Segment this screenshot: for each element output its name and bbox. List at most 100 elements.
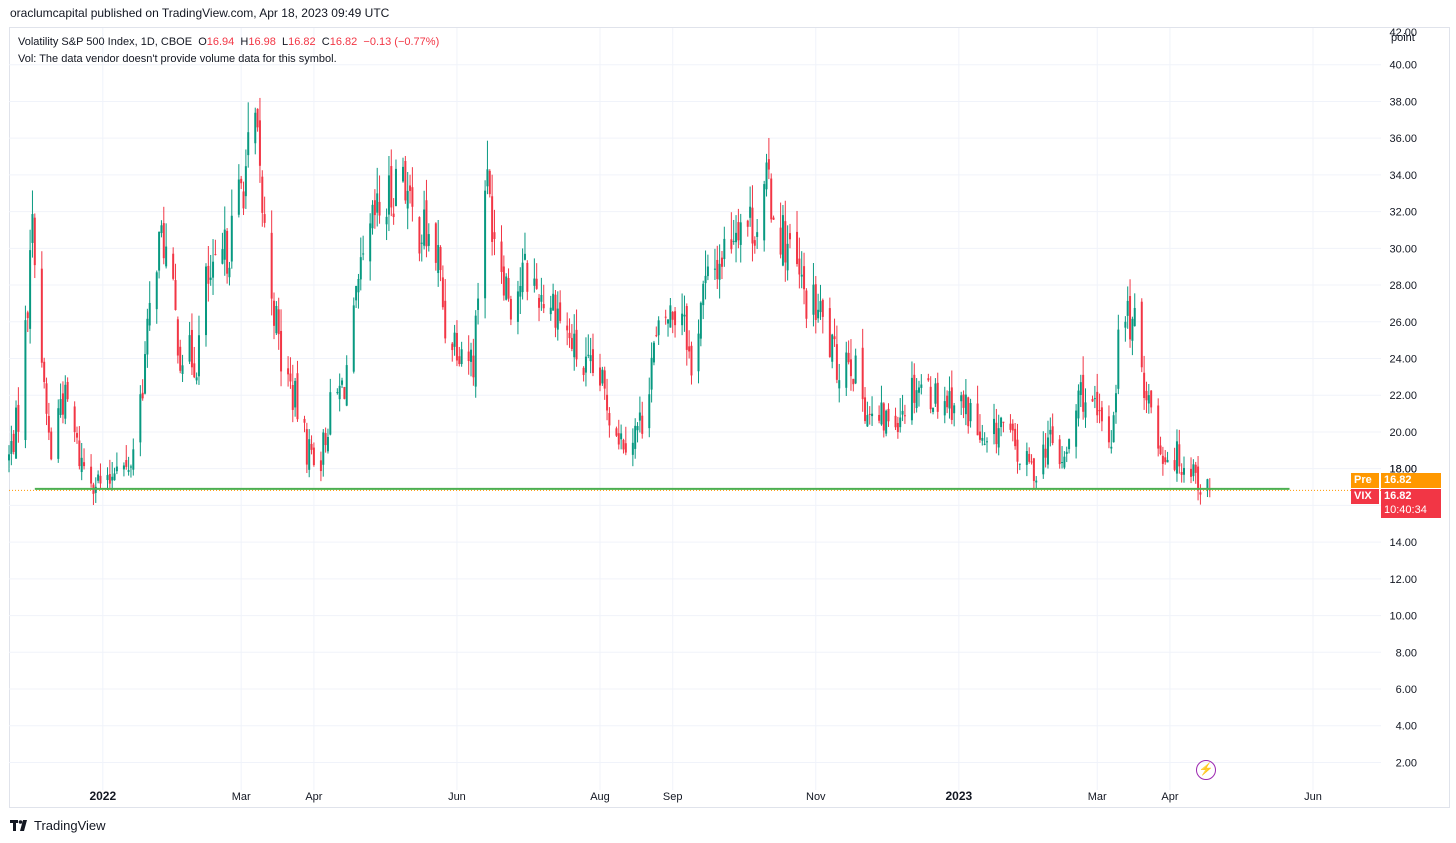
candle-body	[500, 241, 503, 272]
candle-body	[179, 346, 182, 371]
candle-body	[341, 380, 344, 385]
candle-body	[526, 262, 529, 292]
candle-body	[767, 159, 770, 170]
candle-body	[1025, 451, 1028, 465]
candle-body	[190, 329, 193, 368]
candle-body	[1030, 461, 1033, 463]
candle-body	[310, 443, 313, 450]
candle-body	[599, 367, 602, 386]
footer-brand[interactable]: TradingView	[10, 818, 106, 833]
candle-body	[535, 278, 538, 289]
candle-body	[258, 120, 261, 166]
candle-body	[247, 132, 250, 156]
candle-body	[835, 344, 838, 380]
candle-body	[1192, 464, 1195, 477]
candle-body	[376, 193, 379, 213]
candle-body	[1042, 444, 1045, 475]
candle-body	[357, 278, 360, 293]
candle-body	[732, 240, 735, 242]
symbol-description[interactable]: Volatility S&P 500 Index, 1D, CBOE	[18, 36, 193, 48]
candle-body	[852, 378, 855, 385]
candle-body	[291, 385, 294, 410]
chart-frame[interactable]	[9, 27, 1450, 808]
candle-body	[83, 462, 86, 467]
candle-body	[1098, 410, 1101, 412]
candle-body	[756, 232, 759, 237]
candle-body	[411, 187, 414, 207]
candle-body	[242, 191, 245, 209]
price-tick-label: 18.00	[1389, 464, 1417, 476]
candle-body	[805, 290, 808, 319]
low-value: 16.82	[288, 36, 316, 48]
candle-body	[631, 442, 634, 455]
candle-body	[45, 383, 48, 414]
candle-body	[444, 300, 447, 339]
candle-body	[718, 263, 721, 280]
candle-body	[638, 412, 641, 421]
candle-body	[784, 221, 787, 263]
candle-body	[960, 395, 963, 402]
candle-body	[967, 397, 970, 427]
candle-body	[80, 457, 83, 473]
candle-body	[896, 422, 899, 433]
candle-body	[472, 355, 475, 378]
time-tick-label: Nov	[806, 791, 826, 803]
candle-body	[385, 216, 388, 225]
candle-body	[505, 276, 508, 300]
candle-body	[402, 166, 405, 182]
candle-body	[573, 333, 576, 358]
candle-body	[57, 408, 60, 459]
candle-body	[390, 166, 393, 208]
candle-body	[31, 214, 34, 243]
candle-body	[280, 330, 283, 372]
candle-body	[556, 308, 559, 330]
candle-body	[64, 384, 67, 419]
lightning-bolt-icon[interactable]: ⚡	[1196, 760, 1216, 780]
candle-body	[1100, 407, 1103, 422]
candle-body	[1145, 390, 1148, 401]
candle-body	[115, 466, 118, 472]
candle-body	[158, 231, 161, 271]
candle-body	[1157, 405, 1160, 449]
candle-body	[338, 385, 341, 400]
candle-body	[132, 449, 135, 470]
candle-body	[371, 204, 374, 229]
candle-body	[779, 227, 782, 255]
candle-body	[704, 275, 707, 284]
candle-body	[894, 415, 897, 428]
candle-body	[214, 254, 217, 256]
candle-body	[406, 190, 409, 209]
candle-body	[655, 335, 658, 337]
candle-body	[387, 175, 390, 215]
candle-body	[1091, 399, 1094, 402]
candle-body	[1068, 439, 1071, 450]
legend-ohlc-row: Volatility S&P 500 Index, 1D, CBOE O16.9…	[18, 34, 439, 51]
price-tick-label: 4.00	[1396, 721, 1417, 733]
candle-body	[838, 380, 841, 389]
candle-body	[355, 285, 358, 301]
candle-body	[920, 384, 923, 388]
candle-body	[17, 404, 20, 432]
candle-body	[1182, 467, 1185, 475]
candle-body	[1079, 382, 1082, 396]
candle-body	[1082, 374, 1085, 412]
candle-body	[927, 378, 930, 381]
candle-body	[993, 418, 996, 435]
candle-body	[828, 308, 831, 357]
candle-body	[40, 268, 43, 363]
candle-body	[1126, 300, 1129, 316]
candle-body	[24, 320, 27, 441]
candle-body	[737, 222, 740, 241]
candle-body	[803, 266, 806, 290]
price-unit-label[interactable]: point	[1391, 32, 1415, 44]
candle-body	[866, 415, 869, 427]
publish-info: oraclumcapital published on TradingView.…	[10, 6, 390, 20]
candle-body	[538, 297, 541, 308]
candle-body	[453, 332, 456, 347]
candle-body	[345, 365, 348, 406]
candle-body	[287, 368, 290, 375]
candle-body	[8, 454, 10, 461]
vix-tag-label: VIX	[1351, 489, 1379, 504]
candle-body	[394, 168, 397, 206]
